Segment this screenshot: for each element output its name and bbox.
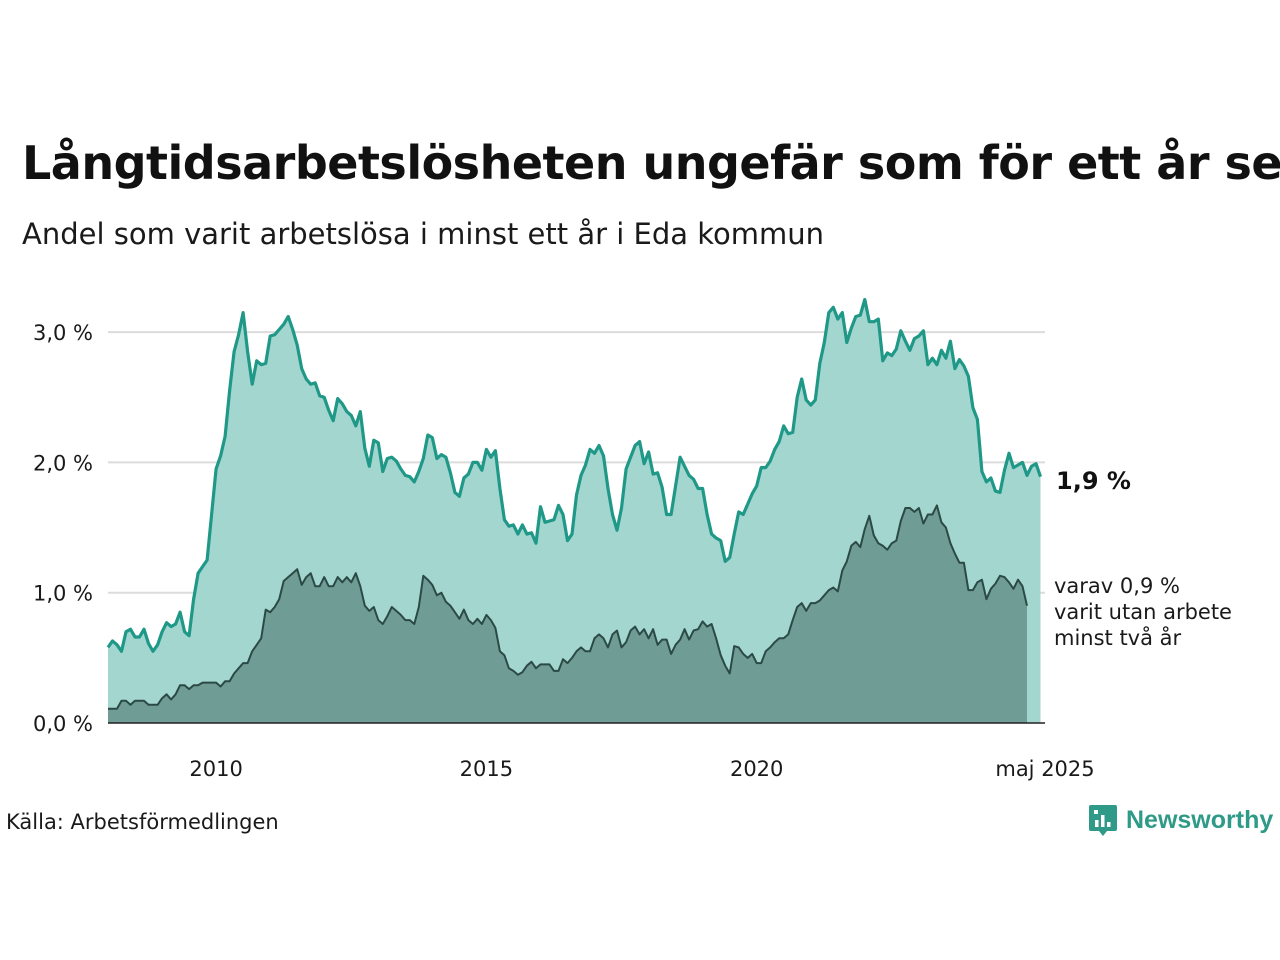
source-note: Källa: Arbetsförmedlingen [6, 810, 279, 834]
long-term-line [106, 297, 1043, 653]
chart-areas [106, 297, 1043, 723]
long-term-end-label: 1,9 % [1056, 467, 1131, 495]
chart-axes: 0,0 % 1,0 % 2,0 % 3,0 % 2010 2015 2020 maj 2025 [33, 321, 1095, 781]
chart-title: Långtidsarbetslösheten ungefär som för e… [22, 136, 1280, 190]
y-tick-label: 2,0 % [33, 451, 93, 475]
y-tick-label: 0,0 % [33, 712, 93, 736]
x-tick-label: 2015 [460, 757, 513, 781]
brand-logo[interactable]: Newsworthy [1088, 803, 1273, 837]
two-year-end-label: varav 0,9 % [1054, 574, 1180, 598]
x-tick-label: maj 2025 [995, 757, 1094, 781]
y-tick-label: 1,0 % [33, 582, 93, 606]
y-tick-label: 3,0 % [33, 321, 93, 345]
newsworthy-logo-icon [1089, 805, 1117, 836]
x-tick-label: 2020 [730, 757, 783, 781]
two-year-line [108, 504, 1028, 710]
brand-name: Newsworthy [1126, 805, 1274, 834]
two-year-end-label: minst två år [1054, 625, 1182, 650]
two-year-end-label: varit utan arbete [1054, 600, 1232, 624]
two-year-area [108, 505, 1027, 723]
x-tick-label: 2010 [189, 757, 242, 781]
chart-subtitle: Andel som varit arbetslösa i minst ett å… [22, 217, 825, 251]
